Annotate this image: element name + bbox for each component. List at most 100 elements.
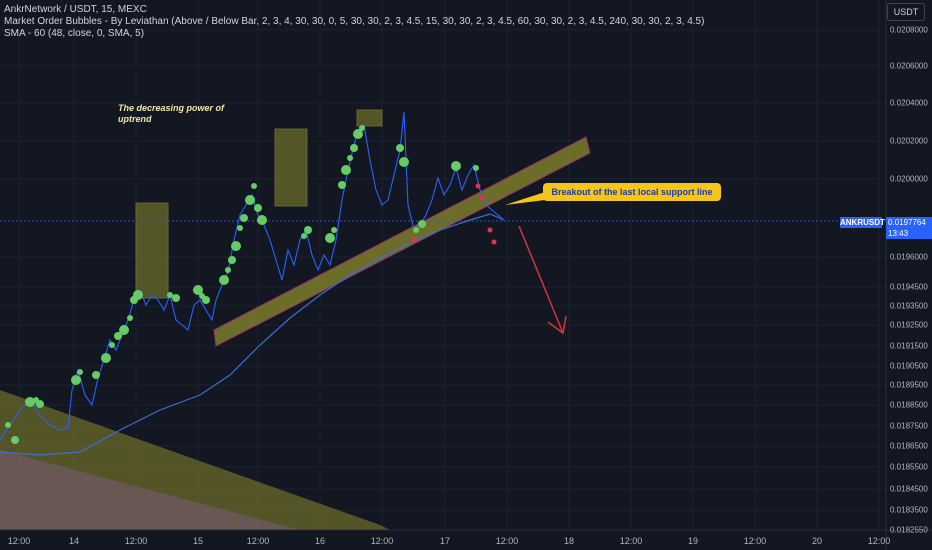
- buy-bubble: [245, 195, 255, 205]
- projection-arrow: [518, 225, 567, 335]
- descending-channel-lower: [0, 450, 300, 530]
- time-tick-label: 15: [192, 536, 204, 546]
- impulse-box-3: [356, 109, 383, 127]
- buy-bubble: [418, 220, 426, 228]
- legend-symbol: AnkrNetwork / USDT, 15, MEXC: [4, 4, 147, 15]
- buy-bubble: [301, 233, 307, 239]
- buy-bubble: [237, 225, 243, 231]
- price-tick-label: 0.0194500: [890, 282, 928, 292]
- price-tick-label: 0.0192500: [890, 320, 928, 330]
- buy-bubble: [338, 181, 346, 189]
- buy-bubble: [254, 204, 262, 212]
- sell-bubble: [475, 183, 481, 189]
- price-tick-label: 0.0185500: [890, 462, 928, 472]
- buy-bubble: [304, 226, 312, 234]
- buy-bubble: [399, 157, 409, 167]
- price-tick-label: 0.0204000: [890, 98, 928, 108]
- breakout-callout: Breakout of the last local support line: [543, 183, 721, 201]
- price-tick-label: 0.0190500: [890, 361, 928, 371]
- sell-bubble: [479, 195, 485, 201]
- buy-bubble: [353, 129, 363, 139]
- buy-bubble: [127, 315, 133, 321]
- time-tick-label: 12:00: [495, 536, 519, 546]
- price-tick-label: 0.0191500: [890, 341, 928, 351]
- buy-bubble: [101, 353, 111, 363]
- buy-bubble: [228, 256, 236, 264]
- buy-bubble: [473, 165, 479, 171]
- buy-bubble: [240, 214, 248, 222]
- buy-bubble: [331, 227, 337, 233]
- callout-pointer: [505, 192, 545, 205]
- buy-bubble: [77, 369, 83, 375]
- buy-bubble: [193, 285, 203, 295]
- buy-bubble: [251, 183, 257, 189]
- buy-bubble: [167, 292, 173, 298]
- buy-bubble: [359, 125, 365, 131]
- impulse-box-1: [135, 202, 169, 299]
- price-tick-label: 0.0189500: [890, 380, 928, 390]
- last-price-value: 0.0197764: [888, 218, 926, 227]
- buy-bubble: [71, 375, 81, 385]
- sell-bubble: [491, 239, 497, 245]
- time-tick-label: 19: [687, 536, 699, 546]
- time-tick-label: 12:00: [246, 536, 270, 546]
- price-tick-label: 0.0206000: [890, 61, 928, 71]
- buy-bubble: [257, 215, 267, 225]
- price-tick-label: 0.0188500: [890, 400, 928, 410]
- symbol-tag: ANKRUSDT: [840, 217, 885, 228]
- price-tick-label: 0.0186500: [890, 441, 928, 451]
- time-tick-label: 17: [439, 536, 451, 546]
- price-line: [0, 111, 505, 441]
- support-channel: [213, 136, 591, 347]
- buy-bubble: [347, 155, 353, 161]
- sma-line: [0, 213, 505, 456]
- currency-button[interactable]: USDT: [887, 3, 925, 21]
- buy-bubble: [109, 342, 115, 348]
- buy-bubble: [413, 227, 419, 233]
- buy-bubble: [172, 294, 180, 302]
- price-tick-label: 0.0183500: [890, 505, 928, 515]
- buy-bubble: [5, 422, 11, 428]
- market-order-bubbles: [5, 125, 497, 444]
- time-tick-label: 12:00: [619, 536, 643, 546]
- buy-bubble: [225, 267, 231, 273]
- last-price-tag: 0.0197764 13:43: [886, 217, 932, 239]
- time-tick-label: 16: [314, 536, 326, 546]
- chart-legend: AnkrNetwork / USDT, 15, MEXC Market Orde…: [4, 4, 704, 40]
- time-tick-label: 14: [68, 536, 80, 546]
- sell-bubble: [411, 237, 417, 243]
- price-tick-label: 0.0200000: [890, 174, 928, 184]
- legend-indicator-sma: SMA - 60 (48, close, 0, SMA, 5): [4, 28, 145, 39]
- price-tick-label: 0.0193500: [890, 301, 928, 311]
- time-tick-label: 12:00: [370, 536, 394, 546]
- buy-bubble: [231, 241, 241, 251]
- buy-bubble: [25, 397, 35, 407]
- buy-bubble: [396, 144, 404, 152]
- price-tick-label: 0.0184500: [890, 484, 928, 494]
- buy-bubble: [325, 233, 335, 243]
- buy-bubble: [11, 436, 19, 444]
- buy-bubble: [202, 296, 210, 304]
- buy-bubble: [92, 371, 100, 379]
- impulse-box-2: [274, 128, 308, 207]
- legend-indicator-bubbles: Market Order Bubbles - By Leviathan (Abo…: [4, 16, 705, 27]
- bar-countdown: 13:43: [888, 229, 909, 238]
- buy-bubble: [451, 161, 461, 171]
- sell-bubble: [487, 227, 493, 233]
- price-tick-label: 0.0182550: [890, 525, 928, 535]
- price-tick-label: 0.0208000: [890, 25, 928, 35]
- price-tick-label: 0.0187500: [890, 421, 928, 431]
- price-tick-label: 0.0202000: [890, 136, 928, 146]
- annotation-note: The decreasing power of uptrend: [118, 103, 225, 124]
- time-tick-label: 12:00: [7, 536, 31, 546]
- time-tick-label: 20: [811, 536, 823, 546]
- buy-bubble: [114, 332, 122, 340]
- time-tick-label: 12:00: [743, 536, 767, 546]
- buy-bubble: [36, 400, 44, 408]
- buy-bubble: [219, 275, 229, 285]
- time-tick-label: 12:00: [124, 536, 148, 546]
- price-tick-label: 0.0196000: [890, 252, 928, 262]
- buy-bubble: [350, 144, 358, 152]
- buy-bubble: [341, 165, 351, 175]
